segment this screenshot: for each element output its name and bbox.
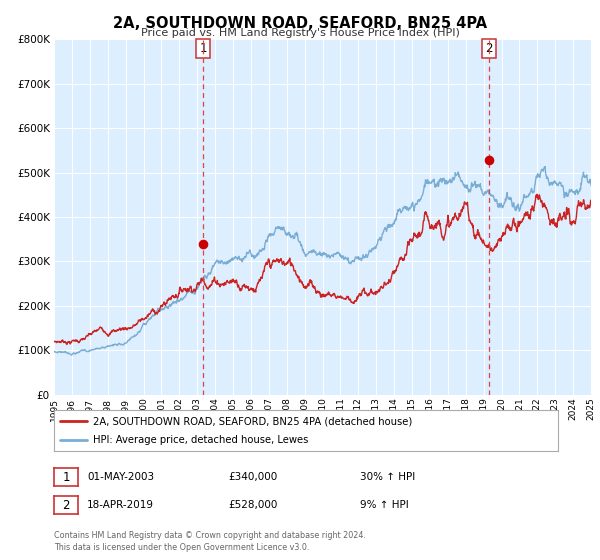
Point bbox=[484, 156, 494, 165]
Text: 1: 1 bbox=[199, 42, 207, 55]
Text: £340,000: £340,000 bbox=[228, 472, 277, 482]
Text: This data is licensed under the Open Government Licence v3.0.: This data is licensed under the Open Gov… bbox=[54, 543, 310, 552]
Text: 30% ↑ HPI: 30% ↑ HPI bbox=[360, 472, 415, 482]
Text: 18-APR-2019: 18-APR-2019 bbox=[87, 500, 154, 510]
Text: Price paid vs. HM Land Registry's House Price Index (HPI): Price paid vs. HM Land Registry's House … bbox=[140, 28, 460, 38]
Text: 2A, SOUTHDOWN ROAD, SEAFORD, BN25 4PA (detached house): 2A, SOUTHDOWN ROAD, SEAFORD, BN25 4PA (d… bbox=[94, 417, 413, 426]
Text: 1: 1 bbox=[62, 470, 70, 484]
Text: 9% ↑ HPI: 9% ↑ HPI bbox=[360, 500, 409, 510]
Text: £528,000: £528,000 bbox=[228, 500, 277, 510]
Text: HPI: Average price, detached house, Lewes: HPI: Average price, detached house, Lewe… bbox=[94, 435, 308, 445]
Point bbox=[199, 239, 208, 248]
Text: 2: 2 bbox=[485, 42, 493, 55]
Text: 2A, SOUTHDOWN ROAD, SEAFORD, BN25 4PA: 2A, SOUTHDOWN ROAD, SEAFORD, BN25 4PA bbox=[113, 16, 487, 31]
Text: 01-MAY-2003: 01-MAY-2003 bbox=[87, 472, 154, 482]
Text: 2: 2 bbox=[62, 498, 70, 512]
Text: Contains HM Land Registry data © Crown copyright and database right 2024.: Contains HM Land Registry data © Crown c… bbox=[54, 531, 366, 540]
